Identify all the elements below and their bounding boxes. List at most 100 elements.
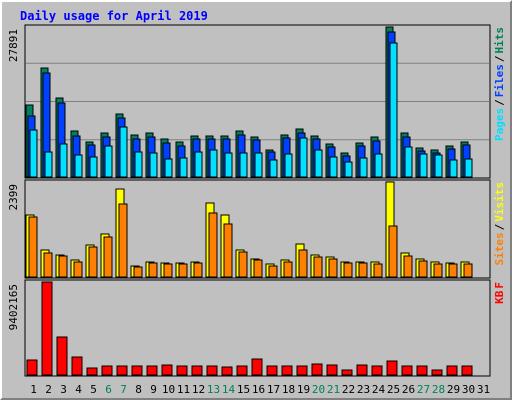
panel-kbytes-max-label: 9402165 — [7, 284, 20, 330]
bar-pages-day-5 — [89, 156, 98, 178]
x-tick-label: 10 — [162, 383, 175, 396]
bar-pages-day-10 — [164, 158, 173, 178]
bar-pages-day-13 — [209, 149, 218, 178]
bar-sites-day-21 — [328, 258, 338, 278]
x-tick-label: 24 — [372, 383, 386, 396]
bar-sites-day-7 — [118, 203, 128, 278]
bar-pages-day-1 — [29, 129, 38, 178]
bar-kbytes-day-16 — [251, 358, 263, 376]
bar-sites-day-22 — [343, 262, 353, 278]
legend-entry: Pages — [493, 108, 506, 141]
bar-kbytes-day-25 — [386, 360, 398, 376]
bar-pages-day-12 — [194, 151, 203, 178]
legend-entry: / — [493, 223, 506, 230]
bar-pages-day-19 — [299, 137, 308, 178]
x-tick-label: 12 — [192, 383, 205, 396]
legend-entry: Sites — [493, 232, 506, 265]
bar-sites-day-19 — [298, 249, 308, 278]
bar-sites-day-29 — [448, 263, 458, 278]
bar-pages-day-2 — [44, 151, 53, 178]
bar-sites-day-23 — [358, 262, 368, 278]
bar-sites-day-11 — [178, 263, 188, 278]
x-tick-label: 6 — [105, 383, 112, 396]
bar-sites-day-12 — [193, 262, 203, 278]
bar-kbytes-day-2 — [41, 281, 53, 376]
bar-sites-day-14 — [223, 223, 233, 278]
x-tick-label: 7 — [120, 383, 127, 396]
bar-sites-day-17 — [268, 265, 278, 278]
bar-kbytes-day-24 — [371, 365, 383, 376]
bar-kbytes-day-18 — [281, 365, 293, 376]
bar-pages-day-7 — [119, 126, 128, 178]
bar-kbytes-day-13 — [206, 365, 218, 376]
bar-pages-day-21 — [329, 156, 338, 178]
bar-sites-day-9 — [148, 262, 158, 278]
bar-sites-day-5 — [88, 246, 98, 278]
x-tick-label: 29 — [447, 383, 460, 396]
bar-pages-day-17 — [269, 159, 278, 178]
x-tick-label: 4 — [75, 383, 82, 396]
bar-kbytes-day-15 — [236, 365, 248, 376]
bar-pages-day-4 — [74, 154, 83, 178]
bar-pages-day-27 — [419, 153, 428, 178]
bar-sites-day-15 — [238, 251, 248, 278]
bar-pages-day-14 — [224, 152, 233, 178]
bar-kbytes-day-11 — [176, 365, 188, 376]
legend-entry: Files — [493, 64, 506, 97]
bar-kbytes-day-17 — [266, 365, 278, 376]
bar-kbytes-day-12 — [191, 365, 203, 376]
bar-sites-day-24 — [373, 263, 383, 278]
x-tick-label: 26 — [402, 383, 415, 396]
bar-pages-day-3 — [59, 143, 68, 178]
legend-entry: / — [493, 99, 506, 106]
x-tick-label: 22 — [342, 383, 355, 396]
bar-sites-day-1 — [28, 216, 38, 278]
x-tick-label: 16 — [252, 383, 265, 396]
x-tick-label: 23 — [357, 383, 370, 396]
bar-kbytes-day-23 — [356, 364, 368, 376]
bar-pages-day-16 — [254, 152, 263, 178]
bar-kbytes-day-30 — [461, 365, 473, 376]
panel-kbytes-legend: KBF — [493, 282, 506, 304]
x-tick-label: 14 — [222, 383, 236, 396]
bar-pages-day-15 — [239, 152, 248, 178]
bar-kbytes-day-9 — [146, 365, 158, 376]
bar-kbytes-day-5 — [86, 367, 98, 376]
x-tick-label: 27 — [417, 383, 430, 396]
bar-kbytes-day-3 — [56, 336, 68, 376]
bar-sites-day-2 — [43, 252, 53, 278]
bar-kbytes-day-21 — [326, 364, 338, 376]
panel-visits-sites: 2399 Sites /Visits — [7, 179, 506, 279]
bar-kbytes-day-7 — [116, 365, 128, 376]
bar-kbytes-day-14 — [221, 366, 233, 376]
bar-kbytes-day-20 — [311, 363, 323, 376]
legend-entry: / — [493, 55, 506, 62]
bar-pages-day-8 — [134, 151, 143, 178]
bar-kbytes-day-6 — [101, 365, 113, 376]
x-tick-label: 8 — [135, 383, 142, 396]
bar-sites-day-28 — [433, 263, 443, 278]
bar-sites-day-18 — [283, 261, 293, 278]
bar-kbytes-day-22 — [341, 369, 353, 376]
chart-title: Daily usage for April 2019 — [20, 9, 208, 23]
x-tick-label: 1 — [30, 383, 37, 396]
x-tick-label: 31 — [477, 383, 490, 396]
panel-visits-sites-max-label: 2399 — [7, 184, 20, 211]
bar-kbytes-day-26 — [401, 365, 413, 376]
bar-kbytes-day-29 — [446, 365, 458, 376]
x-tick-label: 19 — [297, 383, 310, 396]
x-tick-label: 11 — [177, 383, 190, 396]
x-tick-label: 3 — [60, 383, 67, 396]
x-tick-label: 2 — [45, 383, 52, 396]
x-tick-label: 21 — [327, 383, 340, 396]
x-tick-label: 13 — [207, 383, 220, 396]
bar-kbytes-day-28 — [431, 369, 443, 376]
bar-sites-day-27 — [418, 260, 428, 278]
x-tick-label: 20 — [312, 383, 325, 396]
legend-entry: Hits — [493, 27, 506, 54]
x-tick-label: 9 — [150, 383, 157, 396]
bar-pages-day-29 — [449, 159, 458, 178]
x-tick-label: 5 — [90, 383, 97, 396]
